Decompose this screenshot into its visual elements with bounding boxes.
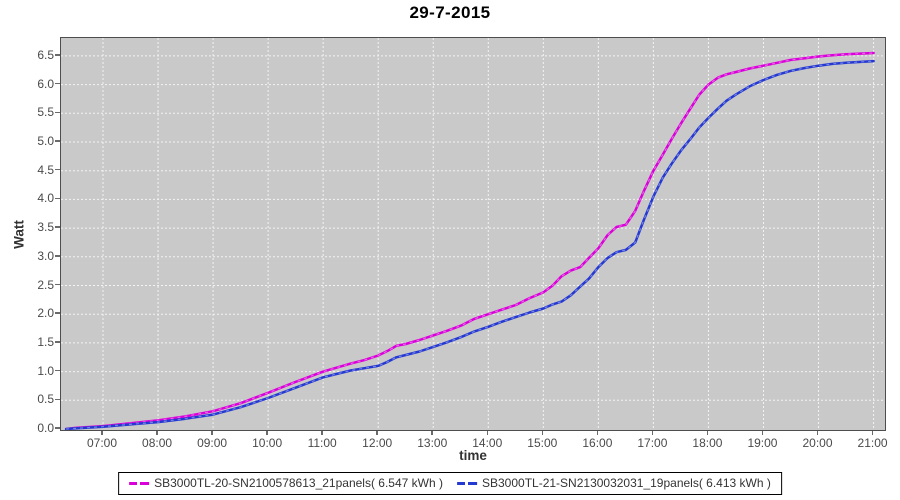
y-tick-mark (55, 82, 60, 85)
x-tick-mark (596, 431, 599, 435)
x-tick-label: 21:00 (857, 436, 888, 450)
legend-line-icon (457, 481, 477, 485)
y-tick-label: 3.0 (37, 248, 54, 263)
legend-box: SB3000TL-20-SN2100578613_21panels( 6.547… (118, 472, 782, 495)
x-tick-label: 08:00 (142, 436, 173, 450)
x-tick-label: 12:00 (362, 436, 393, 450)
y-tick-label: 5.0 (37, 134, 54, 148)
y-tick-label: 0.0 (37, 421, 54, 435)
y-tick-mark (55, 54, 60, 56)
x-tick-mark (651, 431, 654, 435)
x-tick-mark (321, 431, 323, 435)
x-tick-label: 10:00 (252, 436, 283, 450)
y-tick-mark (55, 283, 60, 286)
x-tick-label: 15:00 (527, 436, 558, 450)
x-tick-mark (156, 431, 158, 435)
y-tick-label: 2.5 (37, 277, 54, 292)
legend-line-icon (129, 481, 150, 485)
x-tick-label: 17:00 (637, 436, 668, 450)
y-tick-mark (55, 197, 60, 200)
y-tick-mark (55, 226, 60, 228)
x-tick-label: 14:00 (472, 436, 503, 450)
legend-label: SB3000TL-20-SN2100578613_21panels( 6.547… (154, 476, 443, 490)
y-tick-mark (55, 255, 60, 257)
y-tick-label: 1.0 (37, 363, 54, 378)
x-axis-label: time (459, 448, 487, 463)
x-tick-mark (816, 431, 819, 435)
x-tick-label: 19:00 (747, 436, 778, 450)
y-tick-mark (55, 369, 60, 372)
x-tick-label: 07:00 (86, 436, 118, 450)
chart-title: 29-7-2015 (409, 3, 491, 22)
y-tick-mark (55, 140, 60, 142)
y-tick-label: 1.5 (37, 334, 54, 349)
x-tick-mark (101, 431, 103, 435)
x-tick-mark (266, 431, 268, 435)
x-tick-mark (486, 431, 489, 435)
x-tick-mark (871, 431, 874, 435)
y-tick-mark (55, 398, 60, 401)
x-tick-label: 16:00 (582, 436, 613, 450)
y-tick-label: 2.0 (37, 306, 54, 321)
legend-entry: SB3000TL-21-SN2130032031_19panels( 6.413… (457, 476, 771, 490)
x-tick-label: 18:00 (692, 436, 723, 450)
legend-entry: SB3000TL-20-SN2100578613_21panels( 6.547… (129, 476, 443, 490)
y-tick-label: 4.5 (37, 162, 54, 177)
x-tick-mark (761, 431, 764, 435)
x-tick-label: 13:00 (417, 436, 448, 450)
x-tick-mark (706, 431, 709, 435)
x-tick-mark (541, 431, 544, 435)
y-tick-label: 3.5 (37, 220, 54, 235)
y-tick-label: 4.0 (37, 191, 54, 206)
y-tick-mark (55, 168, 60, 171)
y-tick-label: 0.5 (37, 392, 54, 407)
y-tick-label: 6.0 (37, 76, 54, 91)
x-tick-mark (211, 431, 213, 435)
y-tick-mark (55, 427, 60, 429)
y-tick-mark (55, 341, 60, 343)
x-tick-label: 20:00 (802, 436, 833, 450)
y-tick-mark (55, 312, 60, 314)
y-tick-label: 6.5 (37, 47, 54, 62)
legend-label: SB3000TL-21-SN2130032031_19panels( 6.413… (482, 476, 771, 490)
plot-canvas (61, 38, 885, 430)
y-tick-label: 5.5 (37, 105, 54, 120)
x-tick-label: 09:00 (197, 436, 228, 450)
x-tick-label: 11:00 (307, 436, 337, 450)
x-tick-mark (431, 431, 433, 435)
x-tick-mark (376, 431, 378, 435)
y-tick-mark (55, 111, 60, 114)
plot-area (60, 37, 886, 431)
